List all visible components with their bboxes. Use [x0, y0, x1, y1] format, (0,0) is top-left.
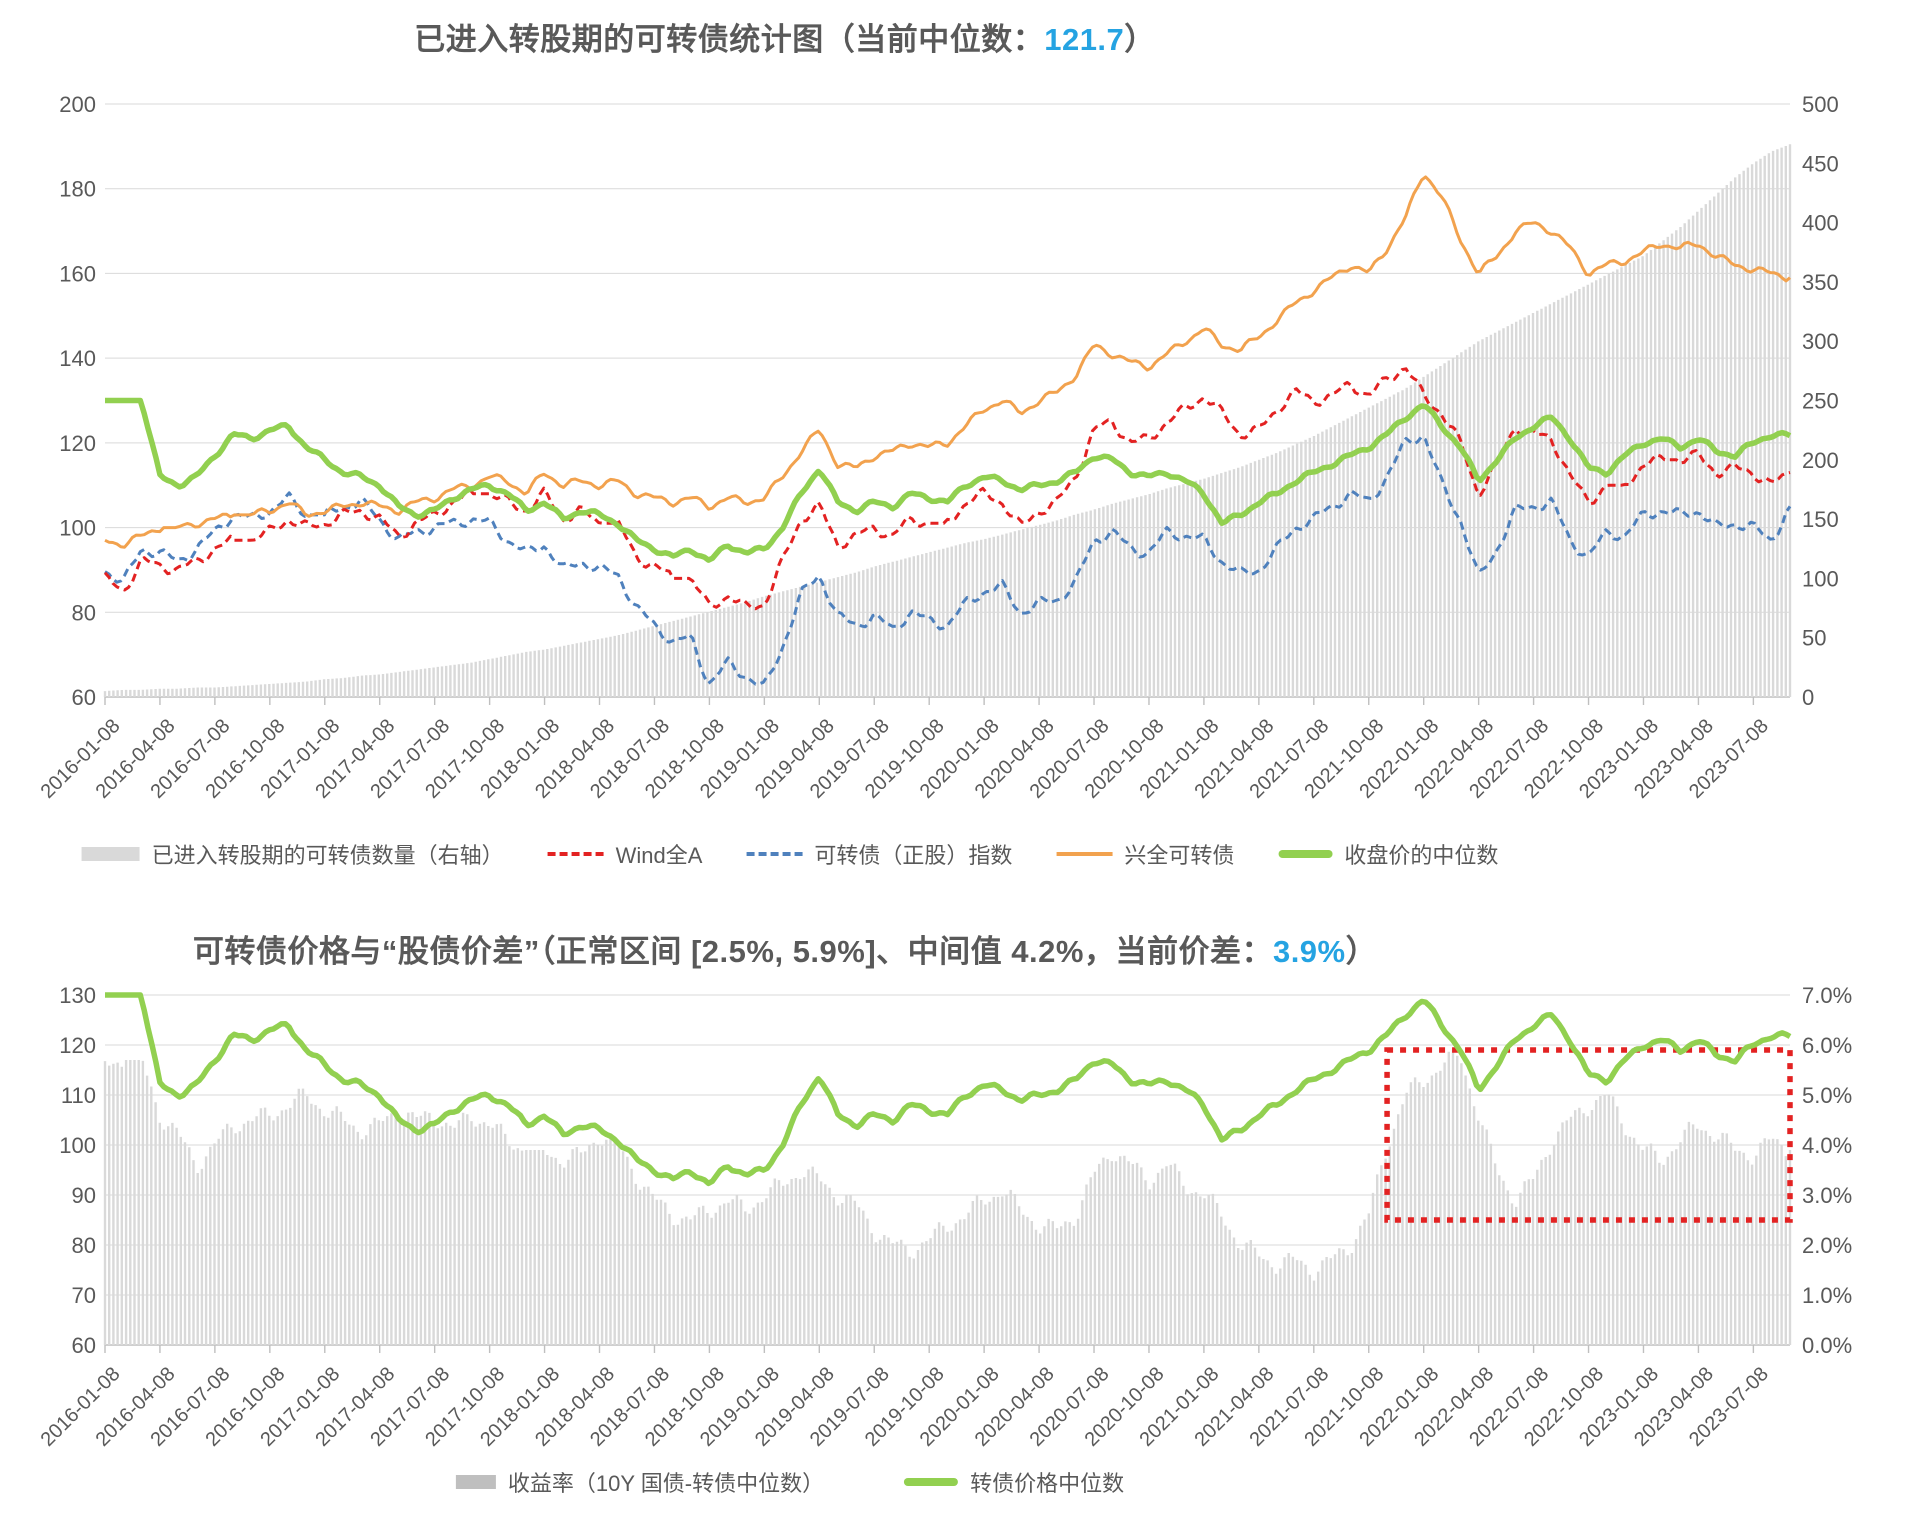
legend-item: 转债价格中位数	[904, 1466, 1124, 1498]
cb-price-median-line	[105, 992, 1792, 1187]
svg-text:90: 90	[72, 1183, 96, 1208]
svg-text:100: 100	[59, 1133, 96, 1158]
svg-text:4.0%: 4.0%	[1802, 1133, 1852, 1158]
svg-text:500: 500	[1802, 92, 1839, 117]
svg-text:160: 160	[59, 261, 96, 286]
top-chart-legend: 已进入转股期的可转债数量（右轴） Wind全A 可转债（正股）指数 兴全可转债 收盘价的…	[81, 838, 1498, 870]
top-chart-title: 已进入转股期的可转债统计图（当前中位数：121.7）	[414, 14, 1156, 59]
svg-text:200: 200	[59, 92, 96, 117]
svg-text:120: 120	[59, 1033, 96, 1058]
svg-text:140: 140	[59, 346, 96, 371]
svg-text:200: 200	[1802, 448, 1839, 473]
svg-text:0.0%: 0.0%	[1802, 1333, 1852, 1358]
svg-text:0: 0	[1802, 685, 1814, 710]
line-swatch-icon	[1056, 852, 1113, 856]
svg-text:100: 100	[59, 516, 96, 541]
svg-text:6.0%: 6.0%	[1802, 1033, 1852, 1058]
bar-swatch-icon	[81, 847, 140, 861]
legend-label: 已进入转股期的可转债数量（右轴）	[151, 843, 504, 868]
svg-text:300: 300	[1802, 329, 1839, 354]
svg-text:70: 70	[72, 1283, 96, 1308]
svg-text:120: 120	[59, 431, 96, 456]
svg-text:100: 100	[1802, 566, 1839, 591]
bottom-chart-legend: 收益率（10Y 国债-转债中位数） 转债价格中位数	[455, 1466, 1124, 1498]
thick-line-swatch-icon	[904, 1478, 959, 1486]
svg-text:60: 60	[72, 1333, 96, 1358]
legend-item: 已进入转股期的可转债数量（右轴）	[81, 838, 504, 870]
wind-a-line	[103, 367, 1791, 611]
svg-text:80: 80	[72, 1233, 96, 1258]
top-chart-median-value: 121.7	[1044, 22, 1125, 57]
legend-item: 可转债（正股）指数	[746, 838, 1012, 870]
bottom-chart-left-axis-labels: 130 120 110 100 90 80 70 60	[59, 983, 96, 1358]
svg-text:450: 450	[1802, 151, 1839, 176]
cb-stock-index-line	[104, 435, 1792, 686]
top-chart-title-close: ）	[1124, 22, 1156, 57]
svg-text:2.0%: 2.0%	[1802, 1233, 1852, 1258]
svg-text:130: 130	[59, 983, 96, 1008]
legend-label: 收益率（10Y 国债-转债中位数）	[507, 1471, 825, 1496]
svg-text:80: 80	[72, 600, 96, 625]
legend-label: Wind全A	[615, 843, 703, 868]
bar-swatch-icon	[455, 1475, 496, 1489]
svg-text:110: 110	[61, 1083, 96, 1108]
svg-text:1.0%: 1.0%	[1802, 1283, 1852, 1308]
xingquan-cb-line	[104, 175, 1791, 549]
svg-text:350: 350	[1802, 270, 1839, 295]
legend-label: 可转债（正股）指数	[814, 843, 1013, 868]
bottom-chart-x-axis-ticks	[104, 1345, 1755, 1353]
legend-item: 收盘价的中位数	[1278, 838, 1498, 870]
bottom-chart-title: 可转债价格与“股债价差”（正常区间 [2.5%, 5.9%]、中间值 4.2%，…	[193, 926, 1377, 971]
thick-line-swatch-icon	[1278, 850, 1333, 858]
dashed-line-swatch-icon	[746, 852, 803, 856]
legend-label: 转债价格中位数	[970, 1471, 1125, 1496]
top-chart-x-axis-labels: 2016-01-082016-04-082016-07-082016-10-08…	[37, 715, 1773, 803]
bottom-chart-spread-value: 3.9%	[1272, 934, 1346, 969]
svg-text:5.0%: 5.0%	[1802, 1083, 1852, 1108]
legend-label: 兴全可转债	[1124, 843, 1235, 868]
bottom-chart-title-close: ）	[1345, 934, 1378, 969]
dashed-line-swatch-icon	[547, 852, 604, 856]
bottom-chart-title-text: 可转债价格与“股债价差”（正常区间 [2.5%, 5.9%]、中间值 4.2%，…	[192, 934, 1273, 969]
svg-text:180: 180	[59, 177, 96, 202]
legend-item: 收益率（10Y 国债-转债中位数）	[455, 1466, 825, 1498]
svg-text:60: 60	[72, 685, 96, 710]
bottom-chart-x-axis-labels: 2016-01-082016-04-082016-07-082016-10-08…	[37, 1363, 1773, 1451]
svg-text:250: 250	[1802, 389, 1839, 414]
svg-text:3.0%: 3.0%	[1802, 1183, 1852, 1208]
top-chart-title-text: 已进入转股期的可转债统计图（当前中位数：	[414, 22, 1045, 57]
top-chart-left-axis-labels: 200 180 160 140 120 100 80 60	[59, 92, 96, 710]
bottom-chart-right-axis-labels: 7.0% 6.0% 5.0% 4.0% 3.0% 2.0% 1.0% 0.0%	[1802, 983, 1852, 1358]
svg-text:7.0%: 7.0%	[1802, 983, 1852, 1008]
count-bars	[103, 144, 1792, 697]
svg-text:50: 50	[1802, 626, 1826, 651]
legend-item: Wind全A	[547, 838, 703, 870]
median-close-line	[105, 397, 1792, 563]
yield-spread-bars	[103, 1049, 1792, 1345]
svg-text:400: 400	[1802, 211, 1839, 236]
legend-label: 收盘价的中位数	[1344, 843, 1499, 868]
top-chart-x-axis-ticks	[104, 697, 1755, 705]
svg-text:150: 150	[1802, 507, 1839, 532]
legend-item: 兴全可转债	[1056, 838, 1234, 870]
